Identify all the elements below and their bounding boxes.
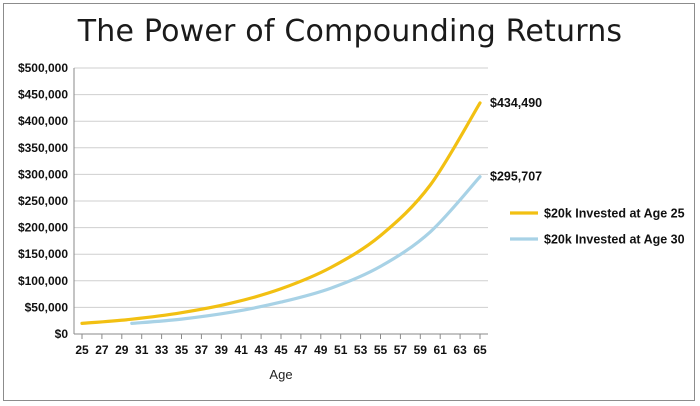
x-tick-label: 49 [314, 343, 328, 357]
y-axis-ticks: $0 $50,000 $100,000 $150,000 $200,000 $250,00… [18, 61, 68, 341]
legend: $20k Invested at Age 25 $20k Invested at … [510, 207, 685, 247]
end-value-label: $295,707 [490, 170, 542, 184]
x-tick-label: 51 [334, 343, 348, 357]
y-tick-label: $100,000 [18, 274, 68, 288]
y-tick-label: $250,000 [18, 194, 68, 208]
x-tick-label: 47 [294, 343, 308, 357]
series-line-1 [80, 101, 482, 325]
series-lines [80, 101, 482, 325]
legend-entry: $20k Invested at Age 25 [544, 207, 685, 221]
x-axis-label: Age [269, 367, 292, 382]
x-tick-label: 27 [95, 343, 109, 357]
x-tick-label: 57 [394, 343, 408, 357]
y-tick-label: $50,000 [25, 300, 69, 314]
y-tick-label: $300,000 [18, 167, 68, 181]
x-tick-label: 63 [453, 343, 467, 357]
y-tick-label: $350,000 [18, 141, 68, 155]
x-tick-label: 61 [434, 343, 448, 357]
x-tick-label: 65 [473, 343, 487, 357]
x-tick-label: 39 [215, 343, 229, 357]
x-tick-label: 53 [354, 343, 368, 357]
x-tick-label: 35 [175, 343, 189, 357]
x-tick-label: 25 [75, 343, 89, 357]
y-tick-label: $450,000 [18, 88, 68, 102]
x-axis: 25 27 29 31 33 35 37 39 41 43 45 47 49 51 53 55 57 59 61 63… [75, 334, 487, 357]
chart-frame [3, 3, 695, 401]
x-tick-label: 59 [414, 343, 428, 357]
end-labels: $434,490 $295,707 [490, 96, 542, 184]
y-tick-label: $500,000 [18, 61, 68, 75]
chart-title: The Power of Compounding Returns [77, 14, 623, 49]
x-tick-label: 37 [195, 343, 209, 357]
y-tick-label: $150,000 [18, 247, 68, 261]
x-tick-label: 41 [235, 343, 249, 357]
gridlines [73, 67, 488, 335]
x-tick-label: 45 [274, 343, 288, 357]
x-tick-label: 31 [135, 343, 149, 357]
legend-entry: $20k Invested at Age 30 [544, 233, 685, 247]
x-tick-label: 29 [115, 343, 129, 357]
x-tick-label: 33 [155, 343, 169, 357]
y-tick-label: $200,000 [18, 221, 68, 235]
end-value-label: $434,490 [490, 96, 542, 110]
x-tick-label: 55 [374, 343, 388, 357]
y-tick-label: $0 [55, 327, 69, 341]
series-line-2 [130, 175, 482, 325]
x-tick-label: 43 [254, 343, 268, 357]
y-tick-label: $400,000 [18, 114, 68, 128]
